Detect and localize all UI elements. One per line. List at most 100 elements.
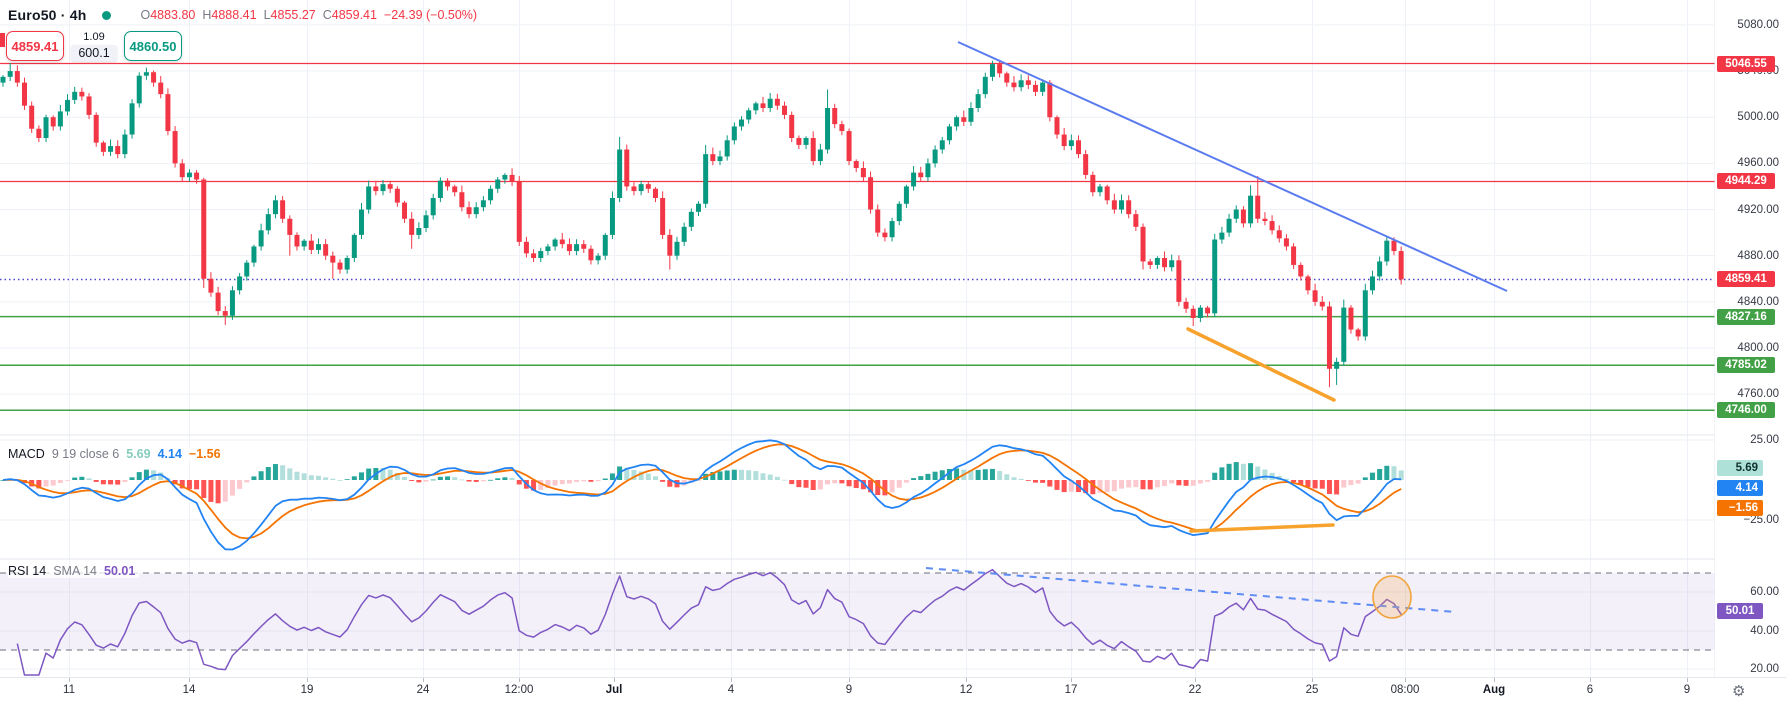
macd-tick-label: −25.00 bbox=[1743, 514, 1780, 526]
macd-orange-divergence-line[interactable] bbox=[1189, 523, 1335, 533]
rsi-tick-label: 60.00 bbox=[1750, 586, 1779, 598]
time-label: Jul bbox=[605, 684, 623, 696]
spread-column: 1.09 600.1 bbox=[66, 31, 122, 61]
macd-legend[interactable]: MACD 9 19 close 6 5.69 4.14 −1.56 bbox=[8, 447, 225, 461]
low-label: L bbox=[263, 8, 271, 22]
quantity-field[interactable]: 600.1 bbox=[71, 45, 117, 61]
rsi-ma-name: SMA 14 bbox=[53, 564, 97, 578]
symbol-legend[interactable]: Euro50 · 4h O4883.80 H4888.41 L4855.27 C485… bbox=[8, 5, 477, 25]
time-axis-tick bbox=[966, 678, 967, 682]
price-tick-label: 4960.00 bbox=[1737, 157, 1779, 170]
time-axis-tick bbox=[423, 678, 424, 682]
price-orange-trendline[interactable] bbox=[1186, 327, 1336, 402]
macd-layer bbox=[0, 439, 1404, 551]
macd-axis-badge[interactable]: 5.69 bbox=[1717, 460, 1763, 476]
buy-button[interactable]: 4860.50 bbox=[124, 31, 182, 61]
settings-gear-icon[interactable]: ⚙ bbox=[1732, 683, 1746, 700]
macd-line bbox=[2, 439, 1402, 551]
price-tick-label: 5080.00 bbox=[1737, 18, 1779, 31]
price-tick-label: 4840.00 bbox=[1737, 295, 1779, 308]
rsi-axis-badge[interactable]: 50.01 bbox=[1717, 603, 1763, 619]
high-value: 4888.41 bbox=[211, 8, 257, 22]
rsi-line bbox=[16, 568, 1402, 676]
symbol-title[interactable]: Euro50 · 4h bbox=[8, 7, 87, 23]
price-tick-label: 4880.00 bbox=[1737, 249, 1779, 262]
spread-value: 1.09 bbox=[83, 31, 105, 43]
macd-params: 9 19 close 6 bbox=[51, 447, 120, 461]
time-label: 9 bbox=[1683, 684, 1691, 696]
time-axis[interactable]: 11 14 19 24 12:00 Jul 4 9 12 17 22 25 08:00 Aug 6 9 bbox=[0, 677, 1786, 704]
buy-price: 4860.50 bbox=[129, 38, 177, 54]
time-label: 24 bbox=[416, 684, 430, 696]
macd-signal-value: −1.56 bbox=[188, 447, 221, 461]
macd-hist-value: 5.69 bbox=[126, 447, 151, 461]
time-label: 19 bbox=[300, 684, 314, 696]
price-axis-badge[interactable]: 4785.02 bbox=[1717, 357, 1775, 374]
price-axis-badge[interactable]: 4746.00 bbox=[1717, 402, 1775, 419]
price-axis-badge[interactable]: 4944.29 bbox=[1717, 173, 1775, 190]
sell-price: 4859.41 bbox=[11, 38, 59, 54]
price-axis-badge[interactable]: 4827.16 bbox=[1717, 308, 1775, 325]
left-edge-price-tag bbox=[0, 33, 5, 47]
time-axis-tick bbox=[1590, 678, 1591, 682]
time-label: 25 bbox=[1305, 684, 1319, 696]
time-axis-tick bbox=[1312, 678, 1313, 682]
candlesticks-layer bbox=[0, 60, 1404, 388]
time-axis-tick bbox=[1494, 678, 1495, 682]
sell-button[interactable]: 4859.41 bbox=[6, 31, 64, 61]
time-axis-tick bbox=[1195, 678, 1196, 682]
open-label: O bbox=[140, 8, 151, 22]
time-label: 12:00 bbox=[504, 684, 534, 696]
price-tick-label: 4800.00 bbox=[1737, 341, 1779, 354]
price-axis[interactable]: 5080.005040.005000.004960.004920.004880.… bbox=[1715, 0, 1786, 677]
change-value: −24.39 (−0.50%) bbox=[383, 8, 478, 22]
open-value: 4883.80 bbox=[150, 8, 196, 22]
price-axis-badge[interactable]: 4859.41 bbox=[1717, 271, 1775, 288]
rsi-layer bbox=[16, 568, 1402, 676]
macd-line-value: 4.14 bbox=[157, 447, 182, 461]
time-axis-tick bbox=[1687, 678, 1688, 682]
ohlc-values: O4883.80 H4888.41 L4855.27 C4859.41 −24.39 (… bbox=[133, 8, 477, 22]
market-open-dot[interactable] bbox=[102, 10, 112, 20]
time-axis-tick bbox=[307, 678, 308, 682]
close-value: 4859.41 bbox=[331, 8, 377, 22]
rsi-value: 50.01 bbox=[104, 564, 136, 578]
rsi-legend[interactable]: RSI 14 SMA 14 50.01 bbox=[8, 564, 140, 578]
time-label: 08:00 bbox=[1390, 684, 1420, 696]
time-axis-tick bbox=[1405, 678, 1406, 682]
time-axis-tick bbox=[731, 678, 732, 682]
price-tick-label: 5000.00 bbox=[1737, 111, 1779, 124]
rsi-dashed-trendline[interactable] bbox=[925, 567, 1456, 613]
descending-trendline-blue[interactable] bbox=[957, 41, 1508, 292]
price-axis-badge[interactable]: 5046.55 bbox=[1717, 55, 1775, 72]
time-label: 22 bbox=[1188, 684, 1202, 696]
close-label: C bbox=[322, 8, 332, 22]
time-label: 17 bbox=[1064, 684, 1078, 696]
time-axis-tick bbox=[1071, 678, 1072, 682]
macd-axis-badge[interactable]: 4.14 bbox=[1717, 480, 1763, 496]
rsi-band bbox=[0, 572, 1715, 651]
time-label: 11 bbox=[63, 684, 75, 696]
time-axis-tick bbox=[69, 678, 70, 682]
low-value: 4855.27 bbox=[270, 8, 316, 22]
time-label: 14 bbox=[182, 684, 196, 696]
rsi-tick-label: 40.00 bbox=[1750, 625, 1779, 637]
time-axis-tick bbox=[849, 678, 850, 682]
time-label: 4 bbox=[727, 684, 735, 696]
time-axis-tick bbox=[519, 678, 520, 682]
time-label: Aug bbox=[1482, 684, 1506, 696]
macd-name: MACD bbox=[8, 447, 45, 461]
time-axis-tick bbox=[614, 678, 615, 682]
high-label: H bbox=[202, 8, 212, 22]
macd-signal-line bbox=[2, 443, 1402, 540]
time-axis-tick bbox=[189, 678, 190, 682]
rsi-highlight-circle[interactable] bbox=[1372, 575, 1412, 619]
rsi-tick-label: 20.00 bbox=[1750, 663, 1779, 675]
trade-panel: 4859.41 1.09 600.1 4860.50 bbox=[6, 31, 182, 61]
time-label: 6 bbox=[1586, 684, 1594, 696]
macd-axis-badge[interactable]: −1.56 bbox=[1717, 500, 1763, 516]
rsi-name: RSI 14 bbox=[8, 564, 47, 578]
horizontal-levels-layer[interactable] bbox=[0, 62, 1715, 412]
price-tick-label: 4760.00 bbox=[1737, 388, 1779, 401]
